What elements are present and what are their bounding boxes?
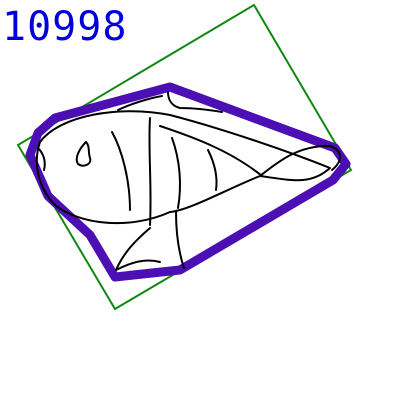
outline-hull (25, 82, 351, 282)
fish-spine (159, 125, 263, 177)
fish-rib-1 (111, 131, 131, 211)
fish-body-stroke (35, 110, 331, 225)
fish-top-fin (117, 91, 223, 113)
fish-bottom-fin-1 (115, 227, 161, 271)
fish-bottom-fin-2 (175, 211, 185, 269)
fish-eye-stroke (75, 141, 92, 167)
fish-sketch (35, 91, 341, 271)
fish-gill-stroke (37, 147, 46, 171)
bounding-box (16, 3, 353, 311)
drawing-id-label: 10998 (2, 4, 128, 50)
fish-rib-2 (148, 117, 152, 226)
fish-tail-stroke (259, 144, 341, 177)
fish-rib-3 (171, 137, 181, 209)
fish-rib-4 (207, 149, 218, 191)
